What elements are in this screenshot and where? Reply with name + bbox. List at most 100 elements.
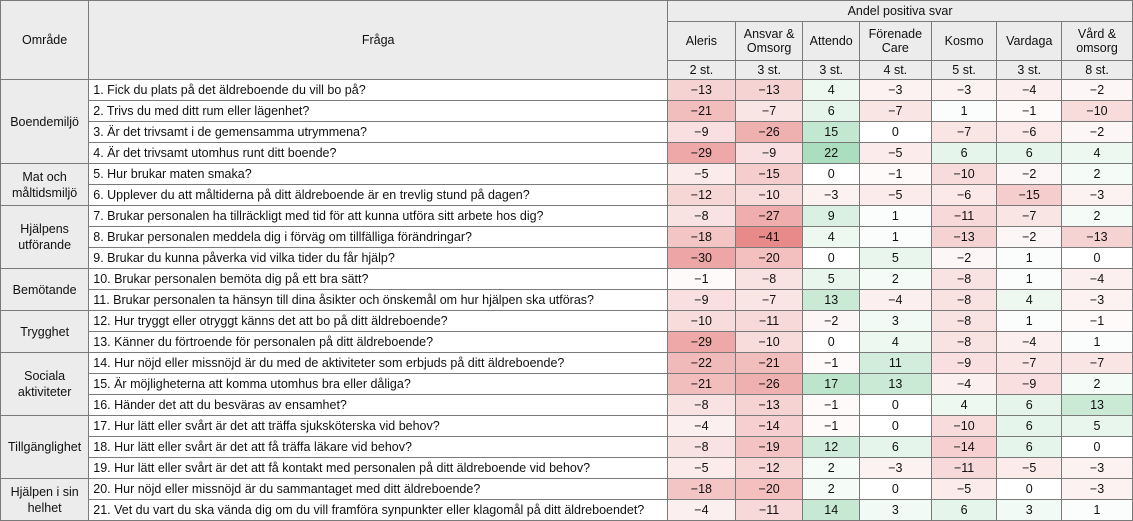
question-cell: 5. Hur brukar maten smaka? (88, 163, 669, 185)
value-cell: 1 (1061, 331, 1133, 353)
question-cell: 10. Brukar personalen bemöta dig på ett … (88, 268, 669, 290)
value-cell: 1 (996, 268, 1063, 290)
value-cell: 6 (996, 142, 1063, 164)
question-cell: 16. Händer det att du besväras av ensamh… (88, 394, 669, 416)
value-cell: 13 (1061, 394, 1133, 416)
value-cell: 5 (858, 247, 932, 269)
value-cell: −8 (734, 268, 804, 290)
value-cell: 3 (996, 499, 1063, 521)
table-row: Hjälpens utförande 7. Brukar personalen h… (0, 205, 1133, 269)
value-cell: −2 (996, 226, 1063, 248)
value-cell: −4 (996, 331, 1063, 353)
provider-header: Vardaga (996, 21, 1063, 61)
value-cell: 4 (996, 289, 1063, 311)
question-header: Fråga (88, 0, 669, 80)
value-cell: −11 (734, 499, 804, 521)
value-cell: −1 (1061, 310, 1133, 332)
value-cell: −2 (802, 310, 860, 332)
value-cell: −29 (667, 142, 736, 164)
table-row: Boendemiljö 1. Fick du plats på det äldre… (0, 79, 1133, 164)
table-row: 11. Brukar personalen ta hänsyn till din… (1, 289, 1133, 311)
value-cell: 2 (1061, 163, 1133, 185)
question-cell: 7. Brukar personalen ha tillräckligt med… (88, 205, 669, 227)
area-cell: Trygghet (0, 310, 90, 353)
value-cell: 0 (802, 163, 860, 185)
value-cell: −8 (930, 268, 998, 290)
value-cell: 12 (802, 436, 860, 458)
area-cell: Hjälpens utförande (0, 205, 90, 269)
question-cell: 2. Trivs du med ditt rum eller lägenhet? (88, 100, 669, 122)
value-cell: −21 (667, 100, 736, 122)
value-cell: −13 (1061, 226, 1133, 248)
value-cell: 6 (996, 394, 1063, 416)
value-cell: −2 (930, 247, 998, 269)
value-cell: −3 (858, 79, 932, 101)
value-cell: −7 (858, 100, 932, 122)
question-cell: 8. Brukar personalen meddela dig i förvä… (88, 226, 669, 248)
value-cell: 6 (996, 436, 1063, 458)
value-cell: 4 (858, 331, 932, 353)
provider-header: Kosmo (930, 21, 998, 61)
provider-count: 2 st. (667, 60, 736, 80)
value-cell: −8 (930, 289, 998, 311)
question-cell: 3. Är det trivsamt i de gemensamma utrym… (88, 121, 669, 143)
value-cell: 17 (802, 373, 860, 395)
value-cell: 4 (930, 394, 998, 416)
value-cell: −13 (667, 79, 736, 101)
value-cell: 1 (858, 205, 932, 227)
table-row: Hjälpen i sin helhet 20. Hur nöjd eller m… (0, 478, 1133, 521)
value-cell: −2 (996, 163, 1063, 185)
table-row: 6. Upplever du att måltiderna på ditt äl… (1, 184, 1133, 206)
value-cell: 0 (996, 478, 1063, 500)
table-row: 8. Brukar personalen meddela dig i förvä… (1, 226, 1133, 248)
value-cell: 9 (802, 205, 860, 227)
value-cell: −3 (1061, 184, 1133, 206)
value-cell: −14 (930, 436, 998, 458)
value-cell: 4 (1061, 142, 1133, 164)
question-cell: 12. Hur tryggt eller otryggt känns det a… (88, 310, 669, 332)
value-cell: −8 (667, 205, 736, 227)
provider-count: 8 st. (1061, 60, 1133, 80)
question-cell: 21. Vet du vart du ska vända dig om du v… (88, 499, 669, 521)
value-cell: −5 (858, 142, 932, 164)
value-cell: 1 (930, 100, 998, 122)
value-cell: −7 (930, 121, 998, 143)
question-cell: 15. Är möjligheterna att komma utomhus b… (88, 373, 669, 395)
value-cell: 6 (930, 499, 998, 521)
table-row: 13. Känner du förtroende för personalen … (1, 331, 1133, 353)
value-cell: −6 (930, 184, 998, 206)
value-cell: −21 (734, 352, 804, 374)
value-cell: −12 (667, 184, 736, 206)
value-cell: −8 (667, 436, 736, 458)
question-cell: 19. Hur lätt eller svårt är det att få k… (88, 457, 669, 479)
value-cell: −3 (1061, 289, 1133, 311)
value-cell: 2 (858, 268, 932, 290)
value-cell: 0 (858, 394, 932, 416)
value-cell: −4 (858, 289, 932, 311)
value-cell: 6 (996, 415, 1063, 437)
value-cell: 1 (996, 310, 1063, 332)
value-cell: −7 (996, 205, 1063, 227)
value-cell: −5 (667, 163, 736, 185)
value-cell: 4 (802, 79, 860, 101)
table-row: Bemötande 10. Brukar personalen bemöta di… (0, 268, 1133, 311)
group-header: Andel positiva svar (667, 0, 1133, 22)
value-cell: 1 (858, 226, 932, 248)
value-cell: −18 (667, 226, 736, 248)
value-cell: −22 (667, 352, 736, 374)
value-cell: −5 (930, 478, 998, 500)
provider-count: 3 st. (996, 60, 1063, 80)
value-cell: −21 (667, 373, 736, 395)
value-cell: −41 (734, 226, 804, 248)
value-cell: −27 (734, 205, 804, 227)
value-cell: 2 (802, 478, 860, 500)
value-cell: −19 (734, 436, 804, 458)
table-row: 2. Trivs du med ditt rum eller lägenhet?… (1, 100, 1133, 122)
value-cell: 1 (1061, 499, 1133, 521)
table-row: 16. Händer det att du besväras av ensamh… (1, 394, 1133, 416)
value-cell: −29 (667, 331, 736, 353)
value-cell: 3 (858, 499, 932, 521)
table-row: 4. Är det trivsamt utomhus runt ditt boe… (1, 142, 1133, 164)
table-row: 3. Är det trivsamt i de gemensamma utrym… (1, 121, 1133, 143)
value-cell: −10 (734, 331, 804, 353)
